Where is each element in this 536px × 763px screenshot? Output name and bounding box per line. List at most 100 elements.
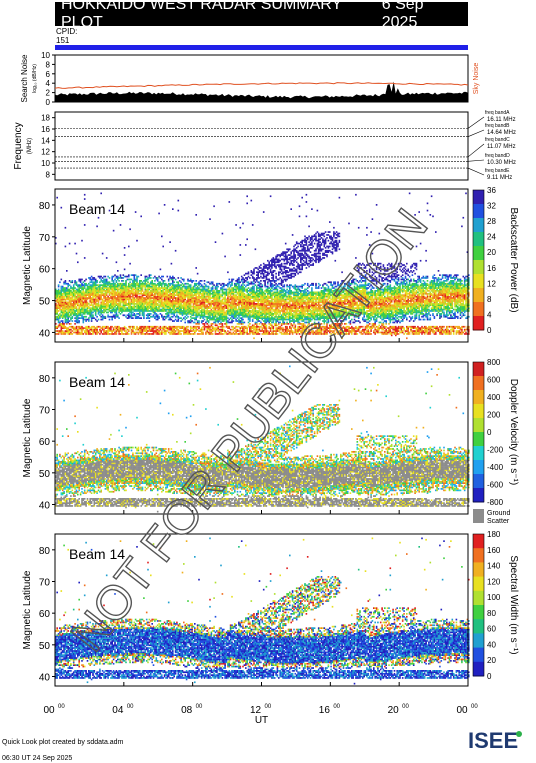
colorbar-segment <box>473 190 484 205</box>
colorbar-segment <box>473 534 484 549</box>
ground-scatter-label-2: Scatter <box>487 518 510 525</box>
isee-logo: ISEE <box>466 726 526 754</box>
colorbar-tick-label: 0 <box>487 326 492 335</box>
colorbar-tick-label: 180 <box>487 530 501 539</box>
noise-ytick-label: 2 <box>46 89 51 98</box>
lat-ylabel: Magnetic Latitude <box>22 570 33 649</box>
colorbar-segment <box>473 662 484 677</box>
colorbar-segment <box>473 648 484 663</box>
colorbar-tick-label: 600 <box>487 376 501 385</box>
colorbar-label-group: Backscatter Power (dB) <box>508 207 519 312</box>
freq-band-leader <box>468 168 484 175</box>
colorbar-segment <box>473 246 484 261</box>
colorbar-segment <box>473 232 484 247</box>
freq-band-leader <box>468 117 484 128</box>
beam-label: Beam 14 <box>69 374 125 390</box>
colorbar-segment <box>473 446 484 461</box>
colorbar-tick-label: 800 <box>487 358 501 367</box>
lat-ytick-label: 80 <box>39 546 51 557</box>
lat-ytick-label: 50 <box>39 297 51 308</box>
freq-band-name: freq bandB <box>485 123 510 129</box>
ground-scatter-label-1: Ground <box>487 510 510 517</box>
colorbar-tick-label: 200 <box>487 411 501 420</box>
colorbar-tick-label: 32 <box>487 202 496 211</box>
colorbar-segment <box>473 548 484 563</box>
freq-ytick-label: 14 <box>41 136 50 145</box>
colorbar-tick-label: 12 <box>487 279 496 288</box>
time-tick-label: 04 00 <box>112 704 134 716</box>
freq-band-value: 14.64 MHz <box>487 130 516 136</box>
colorbar-label-group: Spectral Width (m s⁻¹) <box>508 555 519 654</box>
colorbar-segment <box>473 288 484 303</box>
colorbar-segment <box>473 376 484 391</box>
noise-ytick-label: 10 <box>41 51 50 60</box>
freq-ylabel: Frequency <box>13 122 24 169</box>
colorbar-tick-label: 20 <box>487 656 496 665</box>
colorbar-segment <box>473 605 484 620</box>
colorbar-segment <box>473 432 484 447</box>
colorbar-label: Doppler Velocity (m s⁻¹) <box>508 379 519 485</box>
lat-ytick-label: 50 <box>39 641 51 652</box>
lat-ytick-label: 40 <box>39 328 51 339</box>
colorbar-tick-label: 0 <box>487 428 492 437</box>
colorbar-tick-label: 24 <box>487 233 496 242</box>
colorbar-segment <box>473 274 484 289</box>
noise-ylabel-group: Search Noise log₁₀ (dB/Hz) <box>20 54 38 103</box>
colorbar-tick-label: 36 <box>487 186 496 195</box>
colorbar-tick-label: 16 <box>487 264 496 273</box>
colorbar-segment <box>473 488 484 503</box>
lat-ytick-label: 70 <box>39 578 51 589</box>
freq-band-leader <box>468 160 484 161</box>
colorbar-tick-label: 4 <box>487 310 492 319</box>
freq-ylabel-group: Frequency (MHz) <box>13 122 33 169</box>
time-tick-label: 20 00 <box>388 704 410 716</box>
time-tick-label: 08 00 <box>181 704 203 716</box>
lat-ytick-label: 50 <box>39 469 51 480</box>
freq-band-leader <box>468 130 484 137</box>
lat-ytick-label: 80 <box>39 374 51 385</box>
colorbar-tick-label: 80 <box>487 609 496 618</box>
freq-ytick-label: 16 <box>41 125 50 134</box>
freq-band-value: 11.07 MHz <box>487 144 516 150</box>
colorbar-segment <box>473 362 484 377</box>
noise-ytick-label: 4 <box>46 79 51 88</box>
footer-timestamp: 06:30 UT 24 Sep 2025 <box>2 755 72 763</box>
noise-ytick-label: 6 <box>46 70 51 79</box>
colorbar-segment <box>473 591 484 606</box>
noise-ytick-label: 0 <box>46 98 51 107</box>
colorbar-tick-label: 400 <box>487 393 501 402</box>
colorbar-tick-label: 0 <box>487 672 492 681</box>
lat-ytick-label: 60 <box>39 609 51 620</box>
colorbar-label: Spectral Width (m s⁻¹) <box>508 555 519 654</box>
colorbar-segment <box>473 316 484 331</box>
freq-ytick-label: 10 <box>41 159 50 168</box>
colorbar-segment <box>473 577 484 592</box>
time-xlabel: UT <box>255 715 268 726</box>
time-tick-label: 16 00 <box>319 704 341 716</box>
colorbar-segment <box>473 562 484 577</box>
freq-band-name: freq bandD <box>485 153 510 159</box>
colorbar-label-group: Doppler Velocity (m s⁻¹) <box>508 379 519 485</box>
colorbar-segment <box>473 474 484 489</box>
freq-band-value: 9.11 MHz <box>487 175 512 181</box>
colorbar-tick-label: -600 <box>487 481 504 490</box>
lat-ytick-label: 70 <box>39 233 51 244</box>
lat-ytick-label: 60 <box>39 437 51 448</box>
colorbar-tick-label: 40 <box>487 640 496 649</box>
lat-ytick-label: 70 <box>39 406 51 417</box>
footer-created-by: Quick Look plot created by sddata.adm <box>2 739 123 747</box>
colorbar-segment <box>473 218 484 233</box>
colorbar-tick-label: 8 <box>487 295 492 304</box>
freq-ytick-label: 18 <box>41 114 50 123</box>
colorbar-segment <box>473 390 484 405</box>
freq-band-name: freq bandA <box>485 110 510 116</box>
sky-noise-label-group: Sky Noise <box>473 63 480 95</box>
lat-ylabel: Magnetic Latitude <box>22 398 33 477</box>
colorbar-segment <box>473 619 484 634</box>
colorbar-segment <box>473 404 484 419</box>
watermark: NOT FOR PUBLICATION <box>61 199 438 661</box>
sky-noise-series <box>55 83 468 89</box>
freq-ytick-label: 12 <box>41 148 50 157</box>
lat-ytick-label: 80 <box>39 201 51 212</box>
